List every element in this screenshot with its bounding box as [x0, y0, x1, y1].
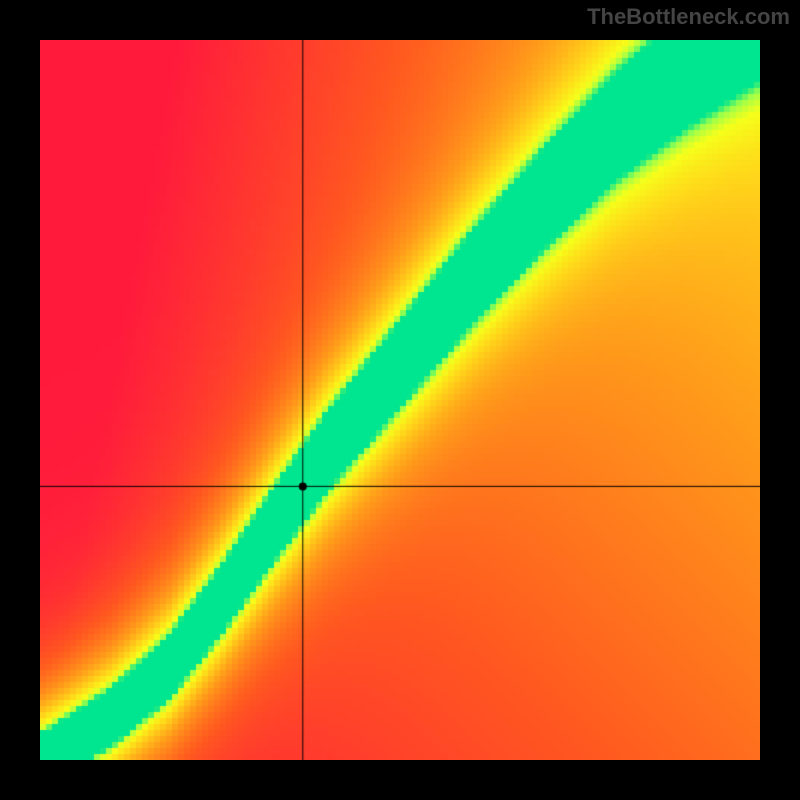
chart-container: TheBottleneck.com	[0, 0, 800, 800]
heatmap-plot	[40, 40, 760, 760]
heatmap-canvas	[40, 40, 760, 760]
watermark-text: TheBottleneck.com	[587, 4, 790, 30]
